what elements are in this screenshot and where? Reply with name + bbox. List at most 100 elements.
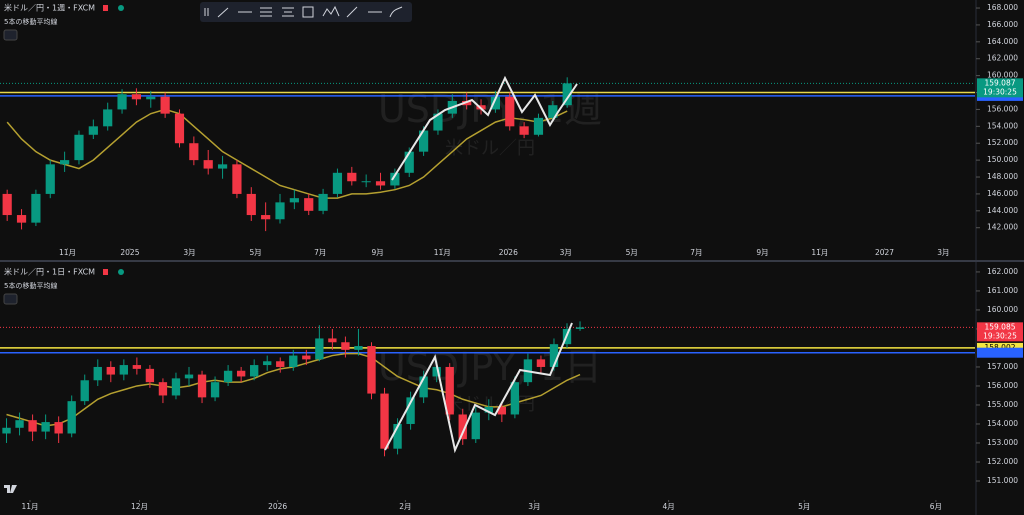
candle-body <box>519 126 529 135</box>
candle-body <box>536 359 546 367</box>
candle-body <box>393 423 402 449</box>
collapse-button[interactable] <box>3 29 18 41</box>
countdown: 19:30:25 <box>983 87 1017 96</box>
x-tick-label: 5月 <box>626 248 638 257</box>
flag-icon <box>103 269 108 275</box>
panel: USDJPY, 1週米ドル／円168.000166.000164.000162.… <box>0 3 1023 257</box>
x-tick-label: 2月 <box>399 502 411 511</box>
candle-body <box>15 420 24 428</box>
candle-body <box>361 181 371 183</box>
candle-body <box>217 164 228 169</box>
moving-average <box>6 108 568 199</box>
y-tick-label: 168.000 <box>987 3 1018 12</box>
y-tick-label: 152.000 <box>987 457 1018 466</box>
candle-body <box>131 94 142 100</box>
candle-body <box>375 181 386 186</box>
candle-body <box>16 215 27 223</box>
tv-logo <box>4 485 17 493</box>
y-tick-label: 150.000 <box>987 155 1018 164</box>
toolbar <box>200 2 412 22</box>
candle-body <box>132 365 142 369</box>
candle-body <box>432 366 441 377</box>
horizontal-line-label: 158.002 <box>984 343 1015 352</box>
candle-body <box>67 401 76 434</box>
candle-body <box>60 160 70 165</box>
logo <box>4 485 17 493</box>
zigzag-drawings <box>384 75 578 454</box>
candle-body <box>458 414 467 440</box>
candle-body <box>533 117 544 135</box>
last-price-label: 159.087 <box>984 78 1015 87</box>
x-tick-label: 3月 <box>937 248 949 257</box>
candle-body <box>2 427 11 434</box>
candle-body <box>160 96 170 114</box>
candle-body <box>93 366 102 381</box>
channel-tool[interactable] <box>282 7 294 17</box>
candle-body <box>80 380 89 402</box>
status-dot <box>118 5 124 11</box>
x-tick-label: 11月 <box>59 248 76 257</box>
x-tick-label: 11月 <box>811 248 828 257</box>
x-tick-label: 2027 <box>875 248 894 257</box>
fib-tool[interactable] <box>260 7 272 17</box>
y-tick-label: 164.000 <box>987 37 1018 46</box>
last-price-tag <box>977 78 1023 98</box>
candle-body <box>145 368 155 383</box>
y-tick-label: 154.000 <box>987 121 1018 130</box>
x-tick-label: 2026 <box>499 248 518 257</box>
trend-line-tool[interactable] <box>217 7 229 18</box>
toolbar-handle[interactable] <box>204 8 209 16</box>
x-tick-label: 7月 <box>690 248 702 257</box>
candle-body <box>74 134 84 161</box>
candle-body <box>263 361 272 366</box>
collapse-button[interactable] <box>3 293 18 305</box>
x-tick-label: 2025 <box>120 248 139 257</box>
pattern-tool[interactable] <box>322 5 340 17</box>
y-tick-label: 153.000 <box>987 438 1018 447</box>
candle-body <box>275 202 285 220</box>
candle-body <box>146 96 156 100</box>
y-tick-label: 151.000 <box>987 476 1018 485</box>
x-tick-label: 3月 <box>560 248 572 257</box>
y-tick-label: 156.000 <box>987 104 1018 113</box>
candle-body <box>289 198 299 203</box>
candle-body <box>210 382 220 398</box>
indicator-name: 5本の移動平均線 <box>4 17 57 26</box>
candle-body <box>261 215 271 220</box>
candle-body <box>562 83 572 106</box>
candle-body <box>158 382 168 396</box>
candle-body <box>184 374 194 379</box>
candle-body <box>250 365 259 377</box>
candle-body <box>232 164 242 194</box>
x-tick-label: 4月 <box>663 502 675 511</box>
candle-body <box>189 143 199 161</box>
candle-body <box>304 198 314 211</box>
candle-body <box>341 342 350 350</box>
x-tick-label: 6月 <box>930 502 942 511</box>
ray-tool[interactable] <box>346 6 358 18</box>
rectangle-tool[interactable] <box>302 6 314 18</box>
x-tick-label: 3月 <box>183 248 195 257</box>
y-tick-label: 144.000 <box>987 206 1018 215</box>
x-tick-label: 2026 <box>268 502 287 511</box>
x-tick-label: 11月 <box>434 248 451 257</box>
y-tick-label: 160.000 <box>987 305 1018 314</box>
flag-icon <box>103 5 108 11</box>
x-tick-label: 11月 <box>21 502 38 511</box>
candle-body <box>497 406 507 415</box>
candle-body <box>174 113 185 144</box>
horizontal-line-tag <box>977 347 1023 358</box>
y-tick-label: 157.000 <box>987 362 1018 371</box>
x-tick-label: 5月 <box>249 248 261 257</box>
x-tick-label: 12月 <box>131 502 148 511</box>
candle-body <box>276 361 285 367</box>
brush-tool[interactable] <box>389 6 403 18</box>
candle-body <box>462 100 472 106</box>
candle-body <box>354 346 363 350</box>
y-tick-label: 146.000 <box>987 189 1018 198</box>
last-price-tag <box>977 322 1023 342</box>
candle-body <box>171 378 181 396</box>
candle-body <box>347 172 357 182</box>
